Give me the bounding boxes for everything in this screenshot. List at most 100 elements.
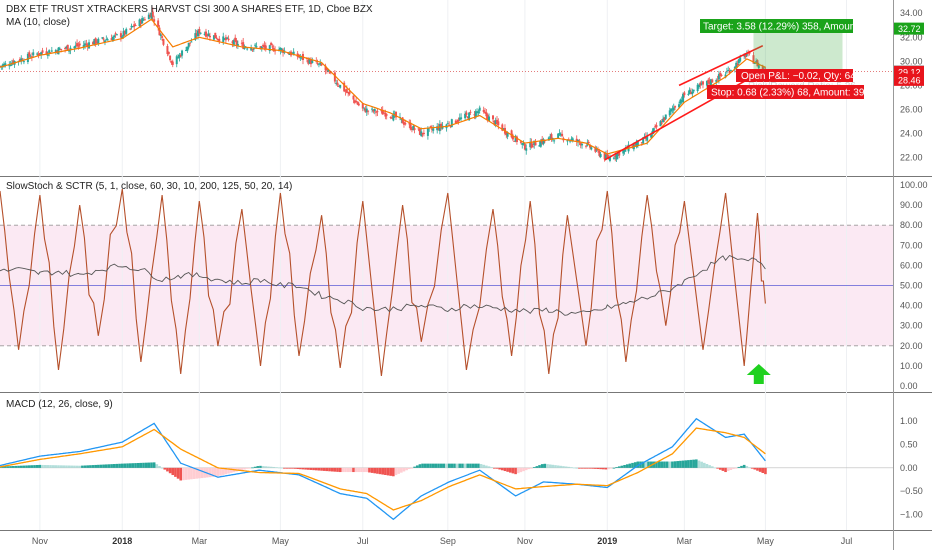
macd-histogram-bar	[469, 463, 472, 468]
macd-histogram-bar	[168, 467, 172, 474]
macd-histogram-bar	[120, 463, 124, 468]
macd-histogram-bar	[131, 463, 135, 468]
macd-histogram-bar	[676, 461, 680, 468]
macd-histogram-bar	[519, 467, 523, 473]
candle	[198, 29, 201, 34]
macd-histogram-bar	[70, 465, 74, 468]
macd-histogram-bar	[30, 465, 34, 468]
macd-histogram-bar	[450, 463, 454, 468]
candle	[167, 51, 170, 55]
price-tick-label: 32.00	[900, 32, 923, 42]
macd-histogram-bar	[708, 465, 711, 468]
price-panel[interactable]: Target: 3.58 (12.29%) 358, Amount: 6709.…	[0, 7, 893, 163]
macd-histogram-bar	[144, 462, 148, 468]
candle	[157, 20, 160, 27]
candle	[401, 117, 404, 124]
candle	[705, 80, 708, 86]
candle	[729, 70, 732, 72]
macd-histogram-bar	[83, 465, 87, 468]
candle	[194, 33, 197, 41]
candle	[468, 112, 471, 121]
macd-histogram-bar	[625, 464, 629, 468]
candle	[235, 40, 238, 45]
macd-histogram-bar	[442, 463, 446, 468]
price-tag-label: 29.12	[898, 67, 921, 77]
candle	[41, 50, 44, 53]
macd-histogram-bar	[413, 466, 416, 468]
macd-histogram-bar	[261, 466, 265, 468]
candle	[530, 141, 533, 148]
macd-histogram-bar	[67, 465, 71, 468]
macd-histogram-bar	[692, 459, 695, 468]
macd-histogram-bar	[570, 467, 573, 468]
candle	[328, 72, 331, 74]
candle	[525, 148, 528, 151]
candle	[162, 39, 165, 45]
candle	[371, 108, 374, 110]
candle	[608, 157, 611, 161]
candle	[12, 60, 15, 64]
candle	[77, 45, 80, 47]
candle	[147, 14, 150, 20]
price-tag-label: 28.46	[898, 75, 921, 85]
macd-histogram-bar	[62, 465, 66, 468]
candle	[450, 119, 453, 127]
candle	[216, 39, 219, 41]
macd-histogram-bar	[51, 465, 55, 468]
macd-histogram-bar	[325, 467, 329, 472]
candle	[94, 38, 97, 44]
candle	[175, 56, 178, 65]
candle	[353, 100, 356, 103]
candle	[375, 111, 378, 113]
price-tick-label: 22.00	[900, 153, 923, 163]
candle	[242, 42, 245, 49]
candle	[531, 146, 534, 148]
candle	[604, 154, 607, 160]
macd-histogram-bar	[256, 466, 260, 468]
candle	[501, 124, 504, 131]
candle	[494, 120, 497, 125]
candle	[505, 132, 508, 135]
macd-histogram-bar	[22, 465, 26, 468]
candle	[663, 117, 666, 121]
candle	[352, 95, 355, 100]
macd-histogram-bar	[338, 467, 342, 473]
macd-histogram-bar	[384, 467, 387, 476]
candle	[30, 56, 33, 58]
candle	[336, 82, 339, 85]
macd-histogram-bar	[370, 467, 374, 473]
candle	[534, 142, 537, 146]
candle	[22, 61, 25, 63]
candle	[307, 59, 310, 64]
candle	[356, 102, 359, 105]
macd-histogram-bar	[607, 467, 610, 470]
macd-histogram-bar	[681, 460, 685, 468]
candle	[697, 84, 700, 88]
candle	[757, 65, 760, 69]
candle	[280, 48, 283, 51]
macd-histogram-bar	[341, 467, 345, 473]
macd-histogram-bar	[721, 467, 725, 471]
macd-histogram-bar	[368, 467, 371, 473]
candle	[125, 28, 128, 34]
stoch-tick-label: 70.00	[900, 240, 923, 250]
x-tick-label: May	[272, 536, 290, 546]
macd-histogram-bar	[333, 467, 337, 472]
macd-histogram-bar	[317, 467, 321, 471]
target-label: Target: 3.58 (12.29%) 358, Amount: 6709.	[703, 22, 889, 33]
macd-panel[interactable]	[0, 417, 893, 521]
candle	[177, 57, 180, 59]
macd-histogram-bar	[275, 467, 278, 468]
candle	[683, 92, 686, 96]
macd-histogram-bar	[285, 467, 289, 469]
macd-histogram-bar	[514, 467, 517, 475]
macd-histogram-bar	[365, 467, 369, 473]
macd-histogram-bar	[192, 467, 196, 479]
macd-histogram-bar	[423, 463, 427, 468]
candle	[131, 26, 134, 28]
stoch-panel[interactable]	[0, 188, 893, 384]
x-tick-label: Jul	[841, 536, 853, 546]
macd-histogram-bar	[272, 466, 276, 468]
candle	[393, 113, 396, 115]
